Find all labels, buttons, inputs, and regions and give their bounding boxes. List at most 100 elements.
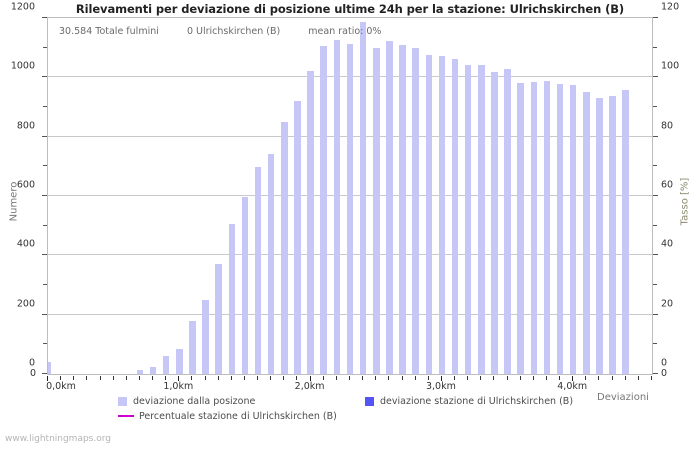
x-tick-minor — [138, 376, 140, 380]
y2-tick-major — [653, 373, 658, 374]
x-tick-major — [572, 376, 574, 381]
y2-tick-minor — [653, 46, 657, 48]
x-tick-minor — [598, 376, 600, 380]
y-axis-right-title: Tasso [%] — [679, 177, 691, 226]
bar — [609, 95, 616, 374]
y-axis-left-tick-label: 0 — [28, 357, 35, 369]
x-tick-minor — [283, 376, 285, 380]
legend-item-deviazione-dalla-posizone[interactable]: deviazione dalla posizone — [118, 391, 255, 407]
bar — [517, 83, 524, 374]
legend-item-deviazione-stazione[interactable]: deviazione stazione di Ulrichskirchen (B… — [365, 391, 573, 407]
y2-tick-minor — [653, 165, 657, 167]
x-tick-minor — [322, 376, 324, 380]
bar — [202, 300, 209, 374]
x-axis-title: Deviazioni — [597, 392, 649, 403]
bar — [149, 367, 157, 374]
x-tick-minor — [125, 376, 127, 380]
y-axis-right-tick-label: 0 — [661, 357, 668, 369]
x-tick-minor — [414, 376, 416, 380]
y-axis-right-tick-label: 60 — [661, 179, 674, 191]
x-tick-minor — [467, 376, 469, 380]
stat-total: 30.584 Totale fulmini — [59, 26, 159, 37]
legend-line-marker-icon — [118, 414, 134, 417]
bar — [425, 55, 433, 374]
y-tick-minor — [43, 165, 47, 167]
bar — [215, 264, 222, 374]
y-axis-right-labels: 0 20 40 60 80 100 120 — [661, 2, 700, 375]
x-tick-minor — [611, 376, 613, 380]
bars-layer — [48, 18, 652, 374]
x-tick-minor — [388, 376, 390, 380]
bar — [254, 166, 262, 374]
x-tick-minor — [165, 376, 167, 380]
x-tick-minor — [99, 376, 101, 380]
x-tick-minor — [493, 376, 495, 380]
y2-tick-major — [653, 195, 658, 196]
bar — [281, 121, 288, 374]
bar — [399, 44, 406, 374]
bar — [320, 46, 328, 374]
y-axis-right-tick-label: 100 — [661, 60, 680, 72]
x-tick-minor — [427, 376, 429, 380]
x-tick-minor — [585, 376, 587, 380]
stats-line: 30.584 Totale fulmini 0 Ulrichskirchen (… — [59, 26, 381, 37]
x-tick-minor — [270, 376, 272, 380]
x-tick-minor — [362, 376, 364, 380]
y2-tick-minor — [653, 343, 657, 345]
y-axis-left-tick-label: 800 — [16, 120, 35, 132]
bar — [176, 348, 183, 374]
bar — [372, 47, 380, 374]
y-tick-major — [42, 17, 47, 18]
y-axis-left-title: Numero — [8, 181, 20, 222]
bar — [346, 44, 354, 374]
legend-item-percentuale-stazione[interactable]: Percentuale stazione di Ulrichskirchen (… — [118, 406, 337, 422]
x-tick-minor — [335, 376, 337, 380]
footer-url: www.lightningmaps.org — [5, 434, 111, 444]
x-tick-minor — [204, 376, 206, 380]
y-tick-minor — [43, 284, 47, 285]
y-axis-right-ticks — [653, 17, 659, 375]
y-axis-left-tick-label: 1000 — [10, 60, 35, 72]
bar — [556, 83, 564, 374]
bar — [412, 48, 419, 374]
x-tick-minor — [532, 376, 534, 380]
y2-tick-major — [653, 254, 658, 256]
bar — [596, 98, 603, 374]
x-tick-minor — [624, 376, 626, 380]
y2-tick-minor — [653, 284, 657, 285]
x-tick-minor — [243, 376, 245, 380]
x-axis-origin-left-label: 0 — [30, 368, 37, 379]
y-tick-major — [42, 195, 47, 196]
x-tick-minor — [257, 376, 259, 380]
y2-tick-major — [653, 313, 658, 315]
bar — [543, 80, 551, 374]
x-axis-tick-label: 0,0km — [46, 381, 76, 392]
x-tick-minor — [217, 376, 219, 380]
x-tick-minor — [651, 376, 652, 380]
y-tick-minor — [43, 46, 47, 48]
bar — [228, 224, 236, 374]
legend: deviazione dalla posizone deviazione sta… — [118, 391, 678, 423]
x-axis-labels: 0,0km 1,0km 2,0km 3,0km 4,0km — [0, 381, 700, 395]
y-axis-left-tick-label: 1200 — [10, 1, 35, 13]
bar — [386, 41, 393, 374]
y-tick-minor — [43, 343, 47, 345]
x-tick-minor — [375, 376, 377, 380]
bar — [48, 362, 52, 374]
x-tick-minor — [86, 376, 88, 380]
x-tick-minor — [519, 376, 521, 380]
y-axis-right-tick-label: 120 — [661, 1, 680, 13]
y-tick-major — [42, 313, 47, 315]
y2-tick-major — [653, 76, 658, 78]
bar — [294, 101, 301, 374]
y-axis-left-tick-label: 200 — [16, 298, 35, 310]
y-tick-minor — [43, 224, 47, 226]
x-tick-minor — [60, 376, 62, 380]
bar — [464, 65, 472, 374]
plot-area — [47, 17, 653, 375]
bar — [622, 89, 630, 374]
x-tick-major — [178, 376, 180, 381]
x-tick-major — [47, 376, 48, 381]
x-axis-origin-right-label: 0 — [661, 368, 668, 379]
